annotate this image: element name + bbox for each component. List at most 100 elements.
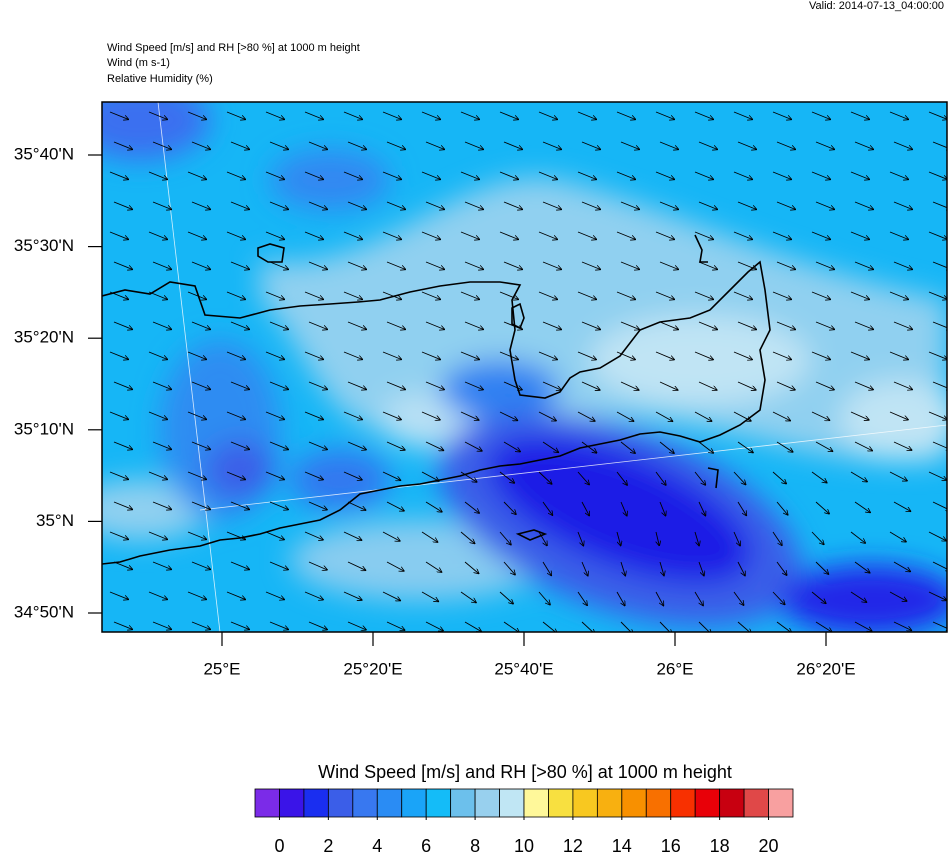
wind-arrow: [655, 351, 674, 360]
wind-arrow: [421, 591, 439, 602]
wind-arrow: [187, 531, 207, 540]
wind-arrow: [616, 591, 625, 606]
wind-arrow: [850, 171, 870, 179]
wind-arrow: [503, 441, 520, 452]
wind-arrow: [659, 621, 672, 632]
wind-arrow: [308, 321, 328, 329]
wind-arrow: [928, 231, 947, 239]
wind-arrow: [616, 351, 635, 360]
wind-arrow: [109, 351, 129, 359]
wind-arrow: [815, 201, 835, 209]
wind-arrow: [382, 471, 401, 480]
colorbar-tick-label: 0: [274, 836, 284, 854]
wind-arrow: [347, 561, 366, 570]
wind-arrow: [776, 501, 788, 515]
lat-label: 35°40'N: [14, 144, 74, 163]
wind-arrow: [148, 411, 168, 419]
wind-arrow: [464, 321, 484, 330]
wind-arrow: [889, 531, 906, 542]
lat-label: 35°N: [36, 511, 74, 530]
wind-arrow: [343, 471, 362, 480]
wind-arrow: [577, 291, 597, 299]
wind-arrow: [850, 591, 867, 602]
wind-arrow: [737, 441, 753, 453]
wind-arrow: [187, 591, 207, 600]
wind-arrow: [932, 381, 947, 390]
wind-arrow: [347, 621, 366, 630]
wind-arrow: [343, 411, 362, 420]
wind-arrow: [113, 621, 133, 629]
wind-arrow: [655, 471, 666, 485]
wind-arrow: [503, 561, 515, 575]
wind-arrow: [889, 171, 909, 179]
colorbar-title: Wind Speed [m/s] and RH [>80 %] at 1000 …: [318, 762, 732, 782]
wind-arrow: [733, 351, 752, 360]
wind-arrow: [698, 501, 706, 516]
wind-arrow: [733, 591, 744, 605]
wind-arrow: [928, 291, 947, 299]
wind-arrow: [928, 111, 947, 119]
wind-arrow: [581, 501, 589, 516]
wind-arrow: [616, 111, 636, 119]
wind-arrow: [113, 381, 133, 389]
wind-arrow: [421, 171, 441, 179]
wind-arrow: [308, 201, 328, 209]
wind-arrow: [148, 531, 168, 539]
wind-arrow: [854, 321, 874, 330]
wind-arrow: [191, 561, 211, 570]
wind-arrow: [425, 621, 443, 631]
wind-arrow: [776, 321, 796, 330]
wind-arrow: [893, 441, 912, 450]
wind-arrow: [503, 621, 519, 632]
wind-arrow: [343, 171, 363, 179]
wind-arrow: [230, 621, 250, 630]
wind-arrow: [932, 321, 947, 329]
wind-arrow: [733, 531, 740, 546]
wind-arrow: [854, 621, 872, 631]
wind-arrow: [889, 111, 909, 119]
wind-arrow: [772, 171, 792, 179]
wind-arrow: [772, 351, 791, 360]
wind-arrow: [538, 531, 547, 546]
wind-arrow: [191, 501, 211, 510]
wind-arrow: [226, 291, 246, 299]
wind-arrow: [811, 471, 827, 483]
wind-arrow: [659, 261, 679, 269]
wind-arrow: [499, 411, 518, 420]
wind-arrow: [655, 111, 675, 119]
wind-arrow: [269, 381, 289, 390]
wind-arrow: [772, 231, 792, 239]
wind-arrow: [152, 501, 172, 509]
wind-arrow: [148, 351, 168, 359]
wind-arrow: [620, 381, 639, 390]
wind-arrow: [694, 291, 714, 299]
wind-arrow: [386, 141, 406, 149]
wind-arrow: [425, 441, 444, 450]
wind-arrow: [620, 441, 635, 453]
wind-arrow: [815, 501, 829, 514]
wind-arrow: [538, 291, 558, 299]
wind-arrow: [226, 171, 246, 179]
wind-arrow: [655, 171, 675, 179]
wind-arrow: [347, 321, 367, 329]
wind-arrow: [230, 441, 250, 450]
wind-arrow: [230, 561, 249, 570]
wind-arrow: [815, 561, 829, 574]
wind-arrow: [187, 411, 207, 419]
wind-arrow: [187, 111, 207, 119]
wind-arrow: [776, 261, 796, 269]
wind-arrow: [113, 501, 133, 509]
wind-arrow: [269, 201, 289, 209]
wind-arrow: [889, 591, 907, 601]
wind-arrow: [148, 591, 168, 599]
wind-arrow: [191, 201, 211, 209]
wind-arrow: [113, 141, 133, 149]
wind-arrow: [737, 141, 757, 149]
wind-arrow: [772, 111, 792, 119]
wind-arrow: [811, 291, 831, 299]
wind-arrow: [620, 561, 625, 576]
wind-arrow: [733, 111, 753, 119]
wind-arrow: [347, 441, 366, 450]
wind-arrow: [503, 201, 523, 209]
wind-arrow: [577, 231, 597, 239]
